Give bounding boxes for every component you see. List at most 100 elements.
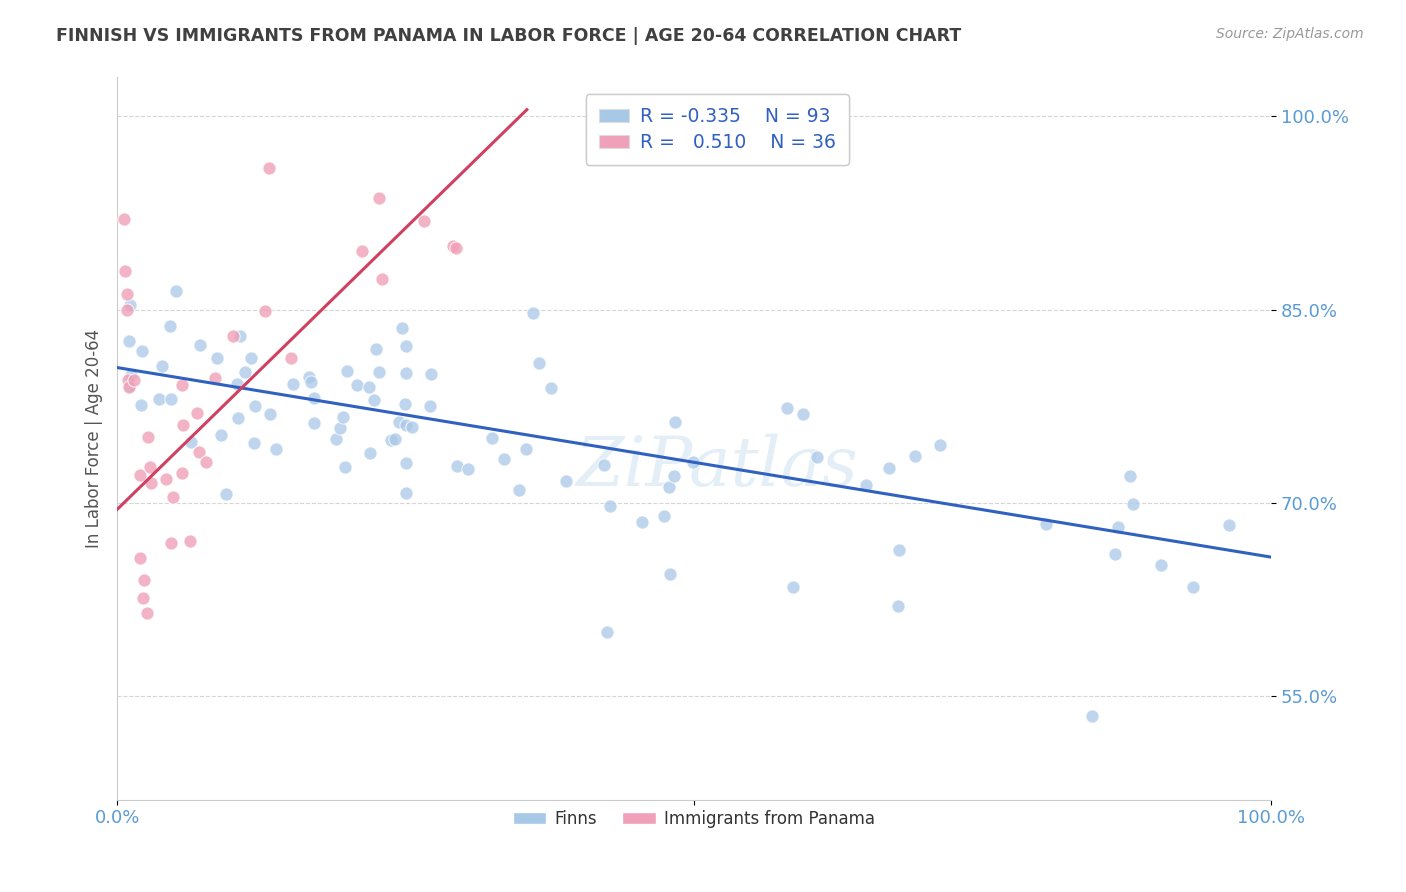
Point (388, 415, 411, 429)
Point (368, 365, 391, 379)
Point (172, 417, 194, 432)
Point (118, 379, 141, 393)
Point (129, 398, 152, 412)
Point (209, 427, 232, 442)
Point (131, 344, 153, 359)
Point (222, 329, 245, 343)
Point (1104, 547, 1126, 561)
Point (132, 574, 155, 588)
Point (395, 486, 418, 500)
Point (165, 284, 187, 298)
Point (204, 371, 226, 385)
Point (446, 458, 468, 473)
Point (136, 429, 159, 443)
Point (283, 377, 305, 392)
Point (346, 378, 368, 392)
Point (117, 287, 139, 301)
Point (332, 409, 354, 424)
Point (299, 376, 322, 390)
Point (412, 214, 434, 228)
Point (129, 467, 152, 482)
Point (494, 451, 516, 466)
Point (359, 446, 381, 460)
Point (363, 392, 385, 407)
Point (129, 550, 152, 565)
Point (593, 458, 616, 473)
Point (395, 366, 418, 380)
Point (395, 417, 418, 432)
Point (391, 321, 413, 335)
Point (395, 339, 418, 353)
Point (792, 407, 814, 421)
Point (522, 306, 544, 320)
Point (371, 272, 394, 286)
Point (1150, 558, 1173, 573)
Point (257, 161, 280, 175)
Point (264, 442, 287, 456)
Point (114, 264, 136, 278)
Point (384, 432, 406, 446)
Point (886, 599, 908, 613)
Point (120, 298, 142, 312)
Point (658, 566, 681, 581)
Text: ZiPatlas: ZiPatlas (576, 434, 859, 500)
Point (1119, 468, 1142, 483)
Point (186, 406, 208, 420)
Y-axis label: In Labor Force | Age 20-64: In Labor Force | Age 20-64 (86, 329, 103, 548)
Point (366, 342, 388, 356)
Point (243, 399, 266, 413)
Point (302, 391, 325, 405)
Point (904, 449, 927, 463)
Point (259, 407, 281, 421)
Point (226, 377, 249, 392)
Point (242, 436, 264, 450)
Point (297, 370, 319, 384)
Point (117, 374, 139, 388)
Point (139, 460, 162, 475)
Point (172, 377, 194, 392)
Point (929, 438, 952, 452)
Point (662, 469, 685, 483)
Point (205, 351, 228, 366)
Point (481, 431, 503, 445)
Point (280, 351, 302, 365)
Point (352, 244, 374, 258)
Point (395, 456, 418, 470)
Point (170, 466, 193, 480)
Point (419, 399, 441, 413)
Point (235, 365, 257, 379)
Point (302, 417, 325, 431)
Point (160, 536, 183, 550)
Point (515, 442, 537, 457)
Point (367, 191, 389, 205)
Point (122, 374, 145, 388)
Point (658, 480, 681, 494)
Point (457, 461, 479, 475)
Point (160, 392, 183, 407)
Point (335, 459, 357, 474)
Point (188, 338, 211, 352)
Point (112, 212, 135, 227)
Point (508, 483, 530, 497)
Point (664, 415, 686, 429)
Text: FINNISH VS IMMIGRANTS FROM PANAMA IN LABOR FORCE | AGE 20-64 CORRELATION CHART: FINNISH VS IMMIGRANTS FROM PANAMA IN LAB… (56, 27, 962, 45)
Point (782, 580, 804, 594)
Point (540, 381, 562, 395)
Point (877, 461, 900, 475)
Point (162, 490, 184, 504)
Point (527, 356, 550, 370)
Point (120, 368, 142, 383)
Point (240, 351, 263, 366)
Point (1218, 518, 1240, 533)
Point (555, 474, 578, 488)
Point (132, 591, 155, 605)
Point (1081, 708, 1104, 723)
Point (229, 328, 252, 343)
Point (215, 486, 238, 500)
Point (401, 419, 423, 434)
Point (335, 364, 357, 378)
Point (148, 392, 170, 406)
Point (195, 455, 218, 469)
Point (652, 508, 675, 523)
Point (226, 410, 249, 425)
